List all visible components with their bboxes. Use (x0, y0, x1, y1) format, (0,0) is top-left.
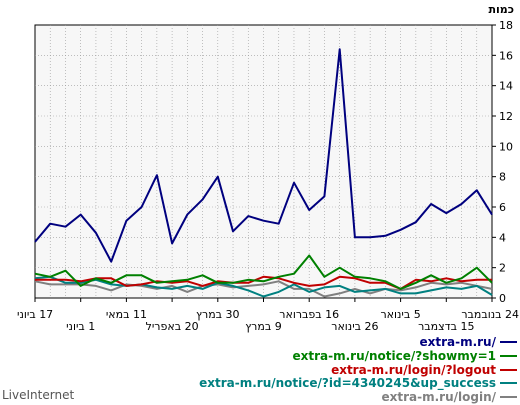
series-layer (34, 48, 493, 298)
legend-label-1: extra-m.ru/ (419, 335, 496, 349)
y-tick-label: 10 (499, 140, 513, 153)
y-axis: 0 2 4 6 8 10 12 14 16 18 (492, 19, 513, 305)
series-line-2 (34, 254, 493, 290)
x-tick-label: 16 בפברואר (279, 308, 339, 321)
legend-label-2: extra-m.ru/notice/?showmy=1 (293, 349, 497, 363)
y-tick-label: 16 (499, 49, 513, 62)
x-tick-label: 5 בינואר (380, 308, 420, 321)
x-tick-label: 9 במרץ (245, 320, 281, 333)
y-tick-label: 0 (499, 292, 506, 305)
y-axis-label: כמות (489, 3, 514, 16)
series-line-4 (34, 275, 493, 298)
legend: extra-m.ru/extra-m.ru/notice/?showmy=1ex… (199, 335, 517, 404)
x-tick-label: 30 במרץ (196, 308, 239, 321)
x-tick-label: 17 ביוני (17, 308, 53, 321)
y-tick-label: 2 (499, 262, 506, 275)
series-line-3 (35, 275, 492, 290)
y-tick-label: 6 (499, 201, 506, 214)
y-tick-label: 14 (499, 80, 513, 93)
brand-label: LiveInternet (2, 388, 74, 402)
y-tick-label: 18 (499, 19, 513, 32)
x-tick-label: 26 בינואר (331, 320, 378, 333)
x-tick-label: 20 באפריל (146, 320, 199, 333)
plot-background (34, 24, 493, 299)
plot-area (34, 24, 493, 299)
y-tick-label: 12 (499, 110, 513, 123)
y-tick-label: 8 (499, 171, 506, 184)
x-tick-label: 15 בדצמבר (418, 320, 474, 333)
series-line-5 (34, 280, 493, 298)
x-tick-label: 24 בנובמבר (461, 308, 519, 321)
y-tick-label: 4 (499, 231, 506, 244)
x-tick-label: 11 במאי (106, 308, 147, 321)
legend-label-5: extra-m.ru/login/ (381, 390, 496, 404)
x-tick-label: 1 ביוני (66, 320, 95, 333)
legend-label-3: extra-m.ru/login/?logout (331, 363, 496, 377)
series-line-1 (34, 48, 493, 263)
legend-label-4: extra-m.ru/notice/?id=4340245&up_success (199, 376, 496, 391)
